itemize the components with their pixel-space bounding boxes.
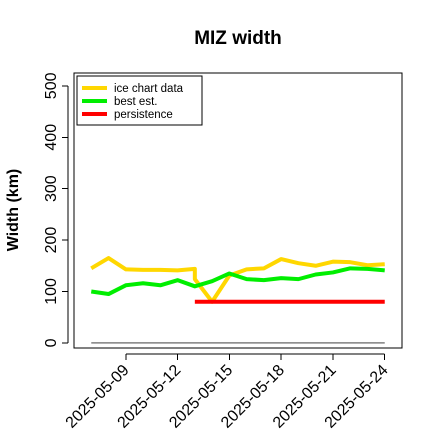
plot-frame xyxy=(73,72,403,349)
chart-title: MIZ width xyxy=(194,28,282,49)
legend-label-ice-chart-data: ice chart data xyxy=(114,83,184,95)
y-tick-label: 100 xyxy=(43,278,60,305)
y-tick-label: 400 xyxy=(43,124,60,151)
legend-label-persistence: persistence xyxy=(114,109,173,121)
y-tick-label: 200 xyxy=(43,227,60,254)
legend-label-best-est: best est. xyxy=(114,96,157,108)
series-layer xyxy=(90,256,385,344)
axes-layer: 01002003004005002025-05-092025-05-122025… xyxy=(43,72,392,431)
y-tick-label: 500 xyxy=(43,72,60,99)
legend: ice chart data best est. persistence xyxy=(76,75,203,126)
y-tick-label: 0 xyxy=(43,338,60,347)
y-tick-label: 300 xyxy=(43,175,60,202)
y-axis-label: Width (km) xyxy=(5,169,22,252)
series-line-best-est xyxy=(90,266,385,297)
series-line-ice-chart-data xyxy=(90,256,385,304)
